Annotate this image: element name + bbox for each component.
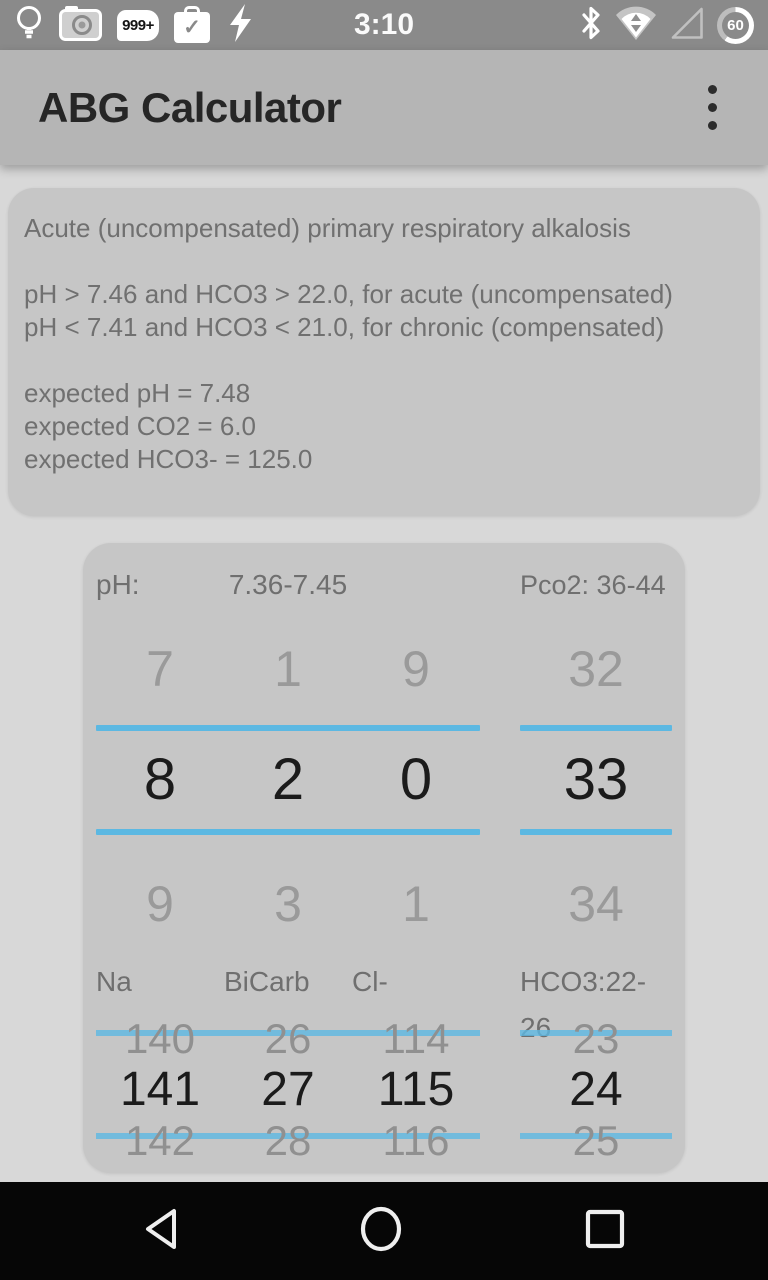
status-bar-system-icons: 60	[579, 4, 754, 47]
notification-count-badge: 999+	[117, 9, 159, 41]
cl-label: Cl-	[352, 966, 388, 997]
rule-chronic-text: pH < 7.41 and HCO3 < 21.0, for chronic (…	[24, 312, 665, 342]
electrolyte-labels-row: Na BiCarb Cl- HCO3:22-26	[96, 959, 672, 1043]
cell-signal-icon	[669, 5, 705, 46]
clipboard-handle	[184, 5, 200, 15]
ph-range-label: 7.36-7.45	[228, 569, 348, 600]
recents-icon	[584, 1208, 626, 1255]
pco2-range-label: Pco2: 36-44	[520, 570, 666, 600]
picker-divider-top	[96, 725, 672, 731]
lightbulb-icon	[14, 4, 44, 47]
cl-above[interactable]: 114	[382, 1015, 450, 1062]
ph-digit2-selected[interactable]: 2	[271, 747, 305, 812]
rule-acute-text: pH > 7.46 and HCO3 > 22.0, for acute (un…	[24, 279, 673, 309]
hco3-divider-line	[520, 1133, 672, 1139]
picker-gap	[480, 613, 520, 725]
picker-gap	[480, 1115, 520, 1166]
home-icon	[358, 1205, 404, 1258]
wifi-data-icon	[615, 5, 657, 46]
pco2-above[interactable]: 32	[568, 641, 624, 697]
expected-ph-text: expected pH = 7.48	[24, 378, 251, 408]
navigation-bar	[0, 1182, 768, 1280]
result-card: Acute (uncompensated) primary respirator…	[8, 188, 760, 516]
hco3-below[interactable]: 25	[572, 1117, 620, 1164]
picker-gap	[480, 1013, 520, 1064]
overflow-dot	[707, 85, 717, 94]
hco3-above[interactable]: 23	[572, 1015, 620, 1062]
pco2-divider-line	[520, 829, 672, 835]
ph-digit2-below[interactable]: 3	[274, 876, 302, 932]
back-icon	[142, 1206, 178, 1257]
battery-level-text: 60	[722, 11, 749, 39]
pco2-selected[interactable]: 33	[563, 747, 629, 812]
overflow-dot	[707, 103, 717, 112]
picker-row-below: 9 3 1 34	[96, 835, 672, 947]
flash-icon	[225, 3, 255, 48]
ph-digit2-above[interactable]: 1	[274, 641, 302, 697]
overflow-menu-button[interactable]	[686, 50, 738, 165]
picker-header-row: pH: 7.36-7.45 Pco2: 36-44	[96, 565, 672, 605]
na-label: Na	[96, 966, 132, 997]
picker-gap	[480, 835, 520, 973]
expected-co2-text: expected CO2 = 6.0	[24, 411, 256, 441]
bicarb-selected[interactable]: 27	[261, 1063, 315, 1116]
ph-label: pH:	[96, 569, 140, 600]
recents-button[interactable]	[584, 1208, 626, 1255]
na-above[interactable]: 140	[124, 1015, 196, 1062]
bicarb-above[interactable]: 26	[264, 1015, 312, 1062]
clipboard-check-icon: ✓	[174, 5, 210, 43]
expected-hco3-text: expected HCO3- = 125.0	[24, 444, 313, 474]
ph-pco2-pickers: 7 1 9 32 8 2 0 33	[96, 613, 672, 947]
main-content: Acute (uncompensated) primary respirator…	[0, 165, 768, 1182]
hco3-range-label: HCO3:22-26	[520, 966, 647, 1043]
battery-percent: 60	[727, 16, 744, 34]
ph-divider-line	[96, 725, 480, 731]
expected-values: expected pH = 7.48 expected CO2 = 6.0 ex…	[24, 377, 744, 476]
hco3-divider-line	[520, 1030, 672, 1036]
picker-row-selected: 8 2 0 33	[96, 731, 672, 829]
pco2-below[interactable]: 34	[568, 876, 624, 932]
picker-divider-bottom	[96, 829, 672, 835]
camera-icon	[59, 5, 102, 46]
hco3-selected[interactable]: 24	[569, 1063, 623, 1116]
ph-digit1-below[interactable]: 9	[146, 876, 174, 932]
na-below[interactable]: 142	[124, 1117, 196, 1164]
electrolyte-row-above: 140 26 114 23	[96, 1013, 672, 1064]
electrolyte-divider-line	[96, 1133, 480, 1139]
home-button[interactable]	[358, 1205, 404, 1258]
back-button[interactable]	[142, 1206, 178, 1257]
notification-count-text: 999+	[122, 16, 154, 34]
pco2-divider-line	[520, 725, 672, 731]
electrolyte-row-below: 142 28 116 25	[96, 1115, 672, 1166]
picker-gap	[480, 1064, 520, 1115]
bicarb-below[interactable]: 28	[264, 1117, 312, 1164]
check-glyph: ✓	[183, 15, 201, 39]
cl-below[interactable]: 116	[382, 1117, 450, 1164]
ph-digit1-above[interactable]: 7	[146, 641, 174, 697]
diagnosis-text: Acute (uncompensated) primary respirator…	[24, 213, 631, 243]
app-bar: ABG Calculator	[0, 50, 768, 165]
ph-digit3-below[interactable]: 1	[402, 876, 430, 932]
page-title: ABG Calculator	[38, 83, 342, 131]
input-picker-card: pH: 7.36-7.45 Pco2: 36-44 7 1 9 32	[83, 543, 685, 1173]
status-bar: 999+ ✓ 3:10	[0, 0, 768, 50]
ph-digit1-selected[interactable]: 8	[143, 747, 177, 812]
picker-row-above: 7 1 9 32	[96, 613, 672, 725]
electrolyte-pickers: 140 26 114 23 141 27 115 24 142 28 116	[96, 1013, 672, 1166]
electrolyte-divider-line	[96, 1030, 480, 1036]
electrolyte-row-selected: 141 27 115 24	[96, 1064, 672, 1115]
bicarb-label: BiCarb	[224, 966, 310, 997]
battery-circle-icon: 60	[717, 6, 754, 44]
bluetooth-icon	[579, 4, 603, 47]
ph-digit3-selected[interactable]: 0	[399, 747, 433, 812]
cl-selected[interactable]: 115	[377, 1063, 455, 1116]
compensation-rules: pH > 7.46 and HCO3 > 22.0, for acute (un…	[24, 278, 744, 344]
overflow-dot	[707, 121, 717, 130]
ph-digit3-above[interactable]: 9	[402, 641, 430, 697]
ph-divider-line	[96, 829, 480, 835]
na-selected[interactable]: 141	[119, 1063, 201, 1116]
picker-gap	[480, 731, 520, 829]
status-bar-notification-icons: 999+ ✓	[14, 3, 255, 48]
